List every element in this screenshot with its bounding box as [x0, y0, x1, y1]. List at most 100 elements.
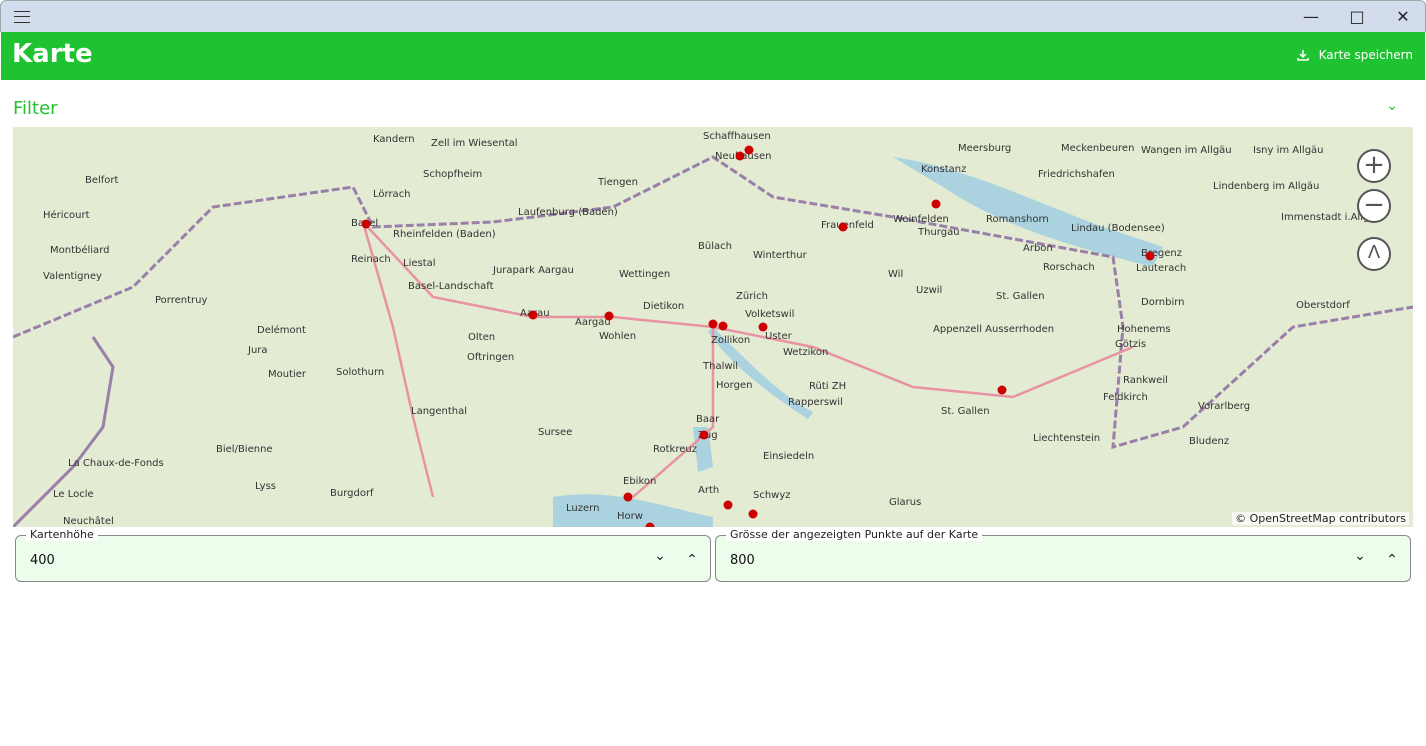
close-icon[interactable]: ✕: [1396, 7, 1410, 26]
title-bar: — □ ✕: [0, 0, 1426, 32]
map-place-label: Porrentruy: [155, 295, 207, 306]
map-place-label: Langenthal: [411, 406, 467, 417]
map-place-label: La Chaux-de-Fonds: [68, 458, 164, 469]
zoom-in-button[interactable]: +: [1357, 149, 1391, 183]
chevron-up-icon[interactable]: ⌃: [1386, 552, 1398, 568]
map-place-label: Liechtenstein: [1033, 433, 1100, 444]
map-place-label: St. Gallen: [996, 291, 1045, 302]
map-place-label: Montbéliard: [50, 244, 109, 256]
map-place-label: Einsiedeln: [763, 451, 814, 462]
compass-north-button[interactable]: Λ: [1357, 237, 1391, 271]
zoom-out-button[interactable]: −: [1357, 189, 1391, 223]
map-marker[interactable]: [748, 509, 758, 519]
map-marker[interactable]: [723, 500, 733, 510]
chevron-down-icon[interactable]: ⌄: [1354, 548, 1366, 564]
map-place-label: Wil: [888, 269, 903, 280]
map-place-label: Tiengen: [597, 177, 638, 188]
filter-heading[interactable]: Filter: [13, 98, 58, 119]
map-place-label: Schwyz: [753, 490, 791, 501]
maximize-icon[interactable]: □: [1349, 7, 1365, 26]
map-marker[interactable]: [528, 310, 538, 320]
map-place-label: Dietikon: [643, 301, 684, 312]
map-place-label: Bülach: [698, 241, 732, 252]
map-marker[interactable]: [645, 522, 655, 528]
map-place-label: Lindau (Bodensee): [1071, 223, 1165, 234]
lake-zug: [693, 427, 713, 472]
map-marker[interactable]: [604, 311, 614, 321]
lake-zurich: [708, 327, 813, 419]
map-place-label: Arth: [698, 485, 719, 496]
download-icon: [1296, 50, 1309, 61]
map-place-label: Basel-Landschaft: [408, 281, 494, 292]
map-marker[interactable]: [1145, 251, 1155, 261]
map-place-label: Wangen im Allgäu: [1141, 145, 1232, 156]
map-place-label: Thurgau: [917, 227, 960, 238]
map-attribution[interactable]: © OpenStreetMap contributors: [1232, 512, 1409, 525]
map-place-label: Uzwil: [916, 285, 942, 296]
map-place-label: Meersburg: [958, 143, 1011, 154]
map-place-label: Belfort: [85, 175, 119, 186]
map-marker[interactable]: [718, 321, 728, 331]
chevron-down-icon[interactable]: ⌄: [654, 548, 666, 564]
map-place-label: Liestal: [403, 258, 436, 269]
map-place-label: Jurapark Aargau: [492, 265, 574, 276]
map-height-stepper[interactable]: Kartenhöhe 400 ⌄ ⌃: [15, 528, 711, 582]
map-place-label: St. Gallen: [941, 406, 990, 417]
map-place-label: Le Locle: [53, 489, 94, 500]
map-place-label: Zürich: [736, 291, 768, 302]
save-map-button[interactable]: Karte speichern: [1296, 48, 1413, 62]
map-place-label: Vorarlberg: [1198, 401, 1250, 412]
map-place-label: Appenzell Ausserrhoden: [933, 324, 1054, 335]
minimize-icon[interactable]: —: [1303, 7, 1319, 26]
map-place-label: Konstanz: [921, 164, 966, 175]
map-marker[interactable]: [361, 219, 371, 229]
lake-constance: [893, 157, 1163, 267]
map-place-label: Schaffhausen: [703, 131, 771, 142]
map-place-label: Glarus: [889, 497, 921, 508]
map-marker[interactable]: [838, 222, 848, 232]
page-title: Karte: [12, 39, 93, 69]
map-marker[interactable]: [997, 385, 1007, 395]
map-marker[interactable]: [623, 492, 633, 502]
map-view[interactable]: SchaffhausenNeuhausenKandernZell im Wies…: [13, 127, 1413, 527]
map-place-label: Burgdorf: [330, 488, 374, 499]
map-height-value[interactable]: 400: [30, 553, 55, 568]
map-place-label: Isny im Allgäu: [1253, 145, 1324, 156]
map-place-label: Hohenems: [1117, 324, 1171, 335]
map-place-label: Solothurn: [336, 367, 384, 378]
map-place-label: Wettingen: [619, 269, 670, 280]
map-place-label: Oftringen: [467, 352, 514, 363]
map-place-label: Immenstadt i.Allgäu: [1281, 212, 1382, 223]
map-place-label: Uster: [765, 331, 793, 342]
map-place-label: Ebikon: [623, 476, 656, 487]
chevron-down-icon[interactable]: ⌄: [1386, 98, 1398, 114]
map-place-label: Baar: [696, 414, 720, 425]
chevron-up-icon[interactable]: ⌃: [686, 552, 698, 568]
map-place-label: Rankweil: [1123, 375, 1168, 386]
map-place-label: Rapperswil: [788, 397, 843, 408]
map-place-label: Lindenberg im Allgäu: [1213, 181, 1319, 192]
map-place-label: Horgen: [716, 380, 752, 391]
map-place-label: Zollikon: [711, 335, 750, 346]
map-tiles: SchaffhausenNeuhausenKandernZell im Wies…: [13, 127, 1413, 527]
map-marker[interactable]: [708, 319, 718, 329]
map-marker[interactable]: [699, 430, 709, 440]
map-place-label: Bregenz: [1141, 248, 1182, 259]
map-place-label: Horw: [617, 511, 643, 522]
map-place-label: Thalwil: [702, 361, 738, 372]
map-place-label: Olten: [468, 332, 495, 343]
map-marker[interactable]: [744, 145, 754, 155]
map-marker[interactable]: [758, 322, 768, 332]
map-place-label: Volketswil: [745, 309, 794, 320]
map-place-label: Arbon: [1023, 243, 1053, 254]
point-size-label: Grösse der angezeigten Punkte auf der Ka…: [726, 528, 983, 541]
border: [13, 155, 1413, 450]
map-marker[interactable]: [931, 199, 941, 209]
hamburger-icon[interactable]: [14, 11, 30, 23]
point-size-value[interactable]: 800: [730, 553, 755, 568]
map-place-label: Rüti ZH: [809, 381, 846, 392]
map-place-label: Frauenfeld: [821, 220, 874, 231]
point-size-stepper[interactable]: Grösse der angezeigten Punkte auf der Ka…: [715, 528, 1411, 582]
map-marker[interactable]: [735, 151, 745, 161]
save-map-label: Karte speichern: [1318, 48, 1413, 62]
